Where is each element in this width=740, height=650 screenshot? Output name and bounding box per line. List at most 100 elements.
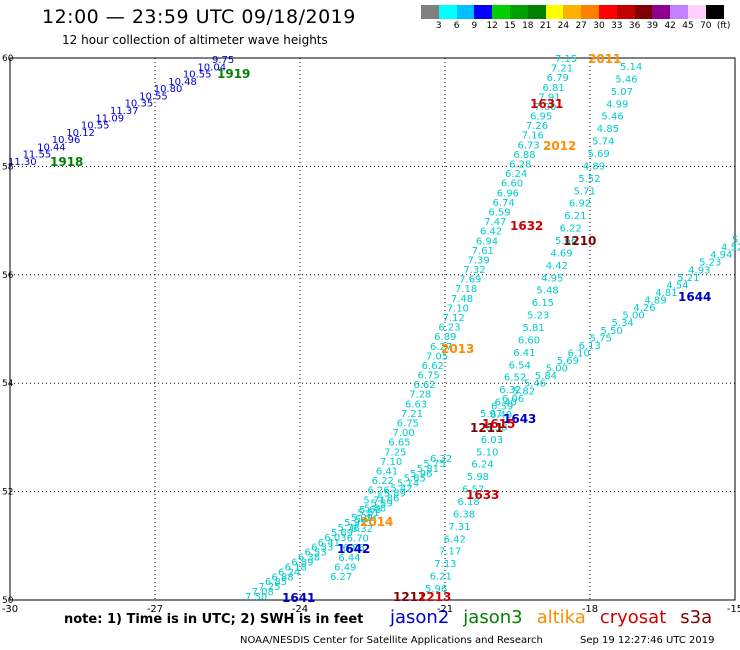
wave-height-value: 5.75	[423, 459, 445, 470]
wave-height-value: 6.89	[434, 332, 456, 343]
wave-height-value: 6.18	[285, 562, 307, 573]
map-frame	[9, 57, 736, 601]
wave-height-value: 6.62	[413, 380, 435, 391]
footer-credit: NOAA/NESDIS Center for Satellite Applica…	[240, 635, 543, 646]
wave-height-value: 4.93	[688, 265, 710, 276]
wave-height-value: 6.38	[298, 553, 320, 564]
wave-height-value: 9.75	[212, 55, 234, 66]
wave-height-value: 6.73	[518, 140, 540, 151]
wave-height-value: 5.88	[364, 503, 386, 514]
legend-item: s3a	[680, 607, 713, 628]
wave-height-value: 6.41	[513, 348, 535, 359]
wave-height-value: 6.81	[543, 83, 565, 94]
wave-height-value: 6.96	[497, 188, 519, 199]
wave-height-value: 6.75	[418, 371, 440, 382]
wave-height-value: 4.42	[546, 261, 568, 272]
wave-height-value: 5.23	[527, 311, 549, 322]
page-title: 12:00 — 23:59 UTC 09/18/2019	[42, 6, 356, 28]
wave-height-value: 5.74	[592, 137, 614, 148]
wave-height-value: 5.42	[390, 484, 412, 495]
colorbar-label: 27	[575, 21, 587, 31]
wave-height-value: 6.60	[518, 335, 540, 346]
wave-height-value: 6.03	[481, 435, 503, 446]
wave-height-value: 5.14	[620, 62, 642, 73]
y-tick-label: 58	[2, 162, 14, 172]
colorbar-swatch	[652, 5, 671, 19]
wave-height-value: 7.15	[555, 54, 577, 65]
wave-height-value: 4.89	[644, 296, 666, 307]
wave-height-value: 5.81	[417, 464, 439, 475]
wave-height-value: 6.49	[490, 410, 512, 421]
pass-time-label: 1644	[678, 290, 711, 304]
wave-height-value: 4.94	[710, 250, 732, 261]
colorbar-swatch	[598, 5, 617, 19]
wave-height-value: 5.81	[523, 323, 545, 334]
wave-height-value: 6.22	[560, 224, 582, 235]
wave-height-value: 5.69	[588, 149, 610, 160]
wave-height-value: 6.74	[493, 198, 515, 209]
wave-height-value: 7.21	[401, 409, 423, 420]
wave-height-value: 7.28	[409, 390, 431, 401]
wave-height-value: 6.62	[422, 361, 444, 372]
colorbar-swatch	[705, 5, 724, 19]
wave-height-value: 6.85	[265, 577, 287, 588]
colorbar-swatch	[456, 5, 475, 19]
wave-height-value: 7.00	[393, 428, 415, 439]
pass-time-label: 1642	[337, 542, 370, 556]
y-tick-label: 56	[2, 271, 14, 281]
colorbar-swatch	[492, 5, 510, 19]
wave-height-value: 6.06	[502, 394, 524, 405]
wave-height-value: 6.88	[271, 572, 293, 583]
colorbar-label: 21	[539, 21, 552, 31]
wave-height-value: 5.46	[615, 74, 637, 85]
wave-height-value: 5.52	[578, 174, 600, 185]
colorbar-label: 45	[682, 21, 694, 31]
pass-time-label: 1641	[282, 591, 315, 605]
x-tick-label: -18	[582, 604, 598, 615]
pass-time-label: 2012	[543, 139, 576, 153]
wave-height-value: 5.50	[601, 326, 623, 337]
wave-height-value: 7.16	[522, 131, 544, 142]
legend-item: cryosat	[599, 607, 667, 628]
wave-height-value: 6.18	[458, 497, 480, 508]
wave-height-value: 6.53	[311, 543, 333, 554]
wave-height-value: 5.69	[331, 528, 353, 539]
wave-height-value: 7.91	[538, 92, 560, 103]
wave-height-value: 6.24	[471, 460, 493, 471]
colorbar-label: 9	[471, 21, 478, 31]
wave-height-value: 6.24	[278, 567, 300, 578]
wave-height-value: 6.44	[338, 553, 360, 564]
colorbar-label: 12	[486, 21, 498, 31]
x-tick-label: -27	[147, 604, 163, 615]
y-tick-label: 54	[2, 379, 14, 389]
colorbar-swatch	[563, 5, 582, 19]
pass-time-label: 1919	[217, 67, 250, 81]
wave-height-value: 6.79	[547, 73, 569, 84]
wave-height-value: 5.75	[590, 333, 612, 344]
wave-height-value: 5.74	[355, 514, 377, 525]
wave-height-value: 6.94	[476, 236, 498, 247]
colorbar-label: 33	[611, 21, 623, 31]
wave-height-value: 5.46	[601, 112, 623, 123]
wave-height-value: 6.40	[495, 398, 517, 409]
x-tick-label: -30	[2, 604, 18, 615]
wave-height-value: 5.96	[410, 469, 432, 480]
wave-height-value: 7.48	[451, 294, 473, 305]
wave-height-value: 6.49	[334, 562, 356, 573]
wave-height-value: 11.09	[95, 113, 124, 124]
colorbar-swatch	[616, 5, 635, 19]
legend-item: altika	[536, 607, 586, 628]
wave-height-value: 7.31	[448, 522, 470, 533]
wave-height-value: 5.21	[677, 273, 699, 284]
wave-height-value: 10.55	[183, 70, 212, 81]
wave-height-value: 6.13	[579, 341, 601, 352]
colorbar-swatch	[438, 5, 457, 19]
wave-height-value: 7.08	[252, 587, 274, 598]
wave-height-value: 5.65	[404, 474, 426, 485]
wave-height-value: 6.39	[491, 401, 513, 412]
y-tick-label: 60	[2, 54, 14, 64]
wave-height-value: 11.55	[23, 150, 52, 161]
wave-height-value: 10.48	[168, 77, 197, 88]
wave-height-value: 5.14	[397, 479, 419, 490]
